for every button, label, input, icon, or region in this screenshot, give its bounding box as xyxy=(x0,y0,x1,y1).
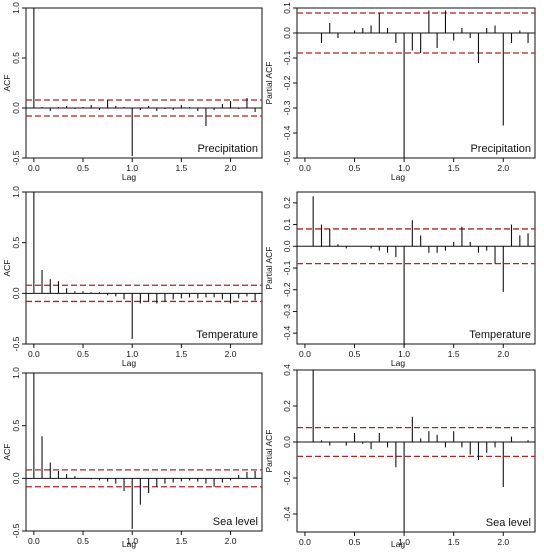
panel-title: Precipitation xyxy=(470,143,531,155)
y-axis-title: Partial ACF xyxy=(264,430,274,473)
x-axis-title: Lag xyxy=(122,539,136,549)
y-tick-label: 0.0 xyxy=(282,436,292,448)
x-tick-label: 0.5 xyxy=(349,349,361,359)
panel-acf-2: 0.0 0.5 1.0 1.5 2.0 -0.5 0.0 0.5 1.0 ACF Lag Temper… xyxy=(2,186,263,368)
y-axis-title: ACF xyxy=(2,444,12,461)
panel-pacf-3: 0.0 0.5 1.0 1.5 2.0 -0.4 -0.3 -0.2 -0.1 0.0 0.1 0.2… xyxy=(264,191,536,368)
x-tick-label: 1.5 xyxy=(448,163,460,173)
y-tick-label: -0.2 xyxy=(282,282,292,297)
x-tick-label: 2.0 xyxy=(225,163,237,173)
y-tick-label: 0.5 xyxy=(11,236,21,248)
x-axis-title: Lag xyxy=(122,358,136,368)
plot-frame xyxy=(296,7,536,159)
y-tick-label: -0.4 xyxy=(282,506,292,521)
y-tick-label: 0.4 xyxy=(282,364,292,376)
panel-title: Sea level xyxy=(486,517,531,529)
y-axis-title: ACF xyxy=(2,75,12,92)
plot-frame xyxy=(25,372,263,532)
y-tick-label: -0.5 xyxy=(11,523,21,538)
x-axis-title: Lag xyxy=(391,358,405,368)
panel-acf-4: 0.0 0.5 1.0 1.5 2.0 -0.5 0.0 0.5 1.0 ACF Lag Sea le… xyxy=(2,367,263,549)
y-tick-label: 0.0 xyxy=(282,27,292,39)
panel-title: Precipitation xyxy=(197,143,258,155)
x-tick-label: 0.5 xyxy=(77,349,89,359)
y-tick-label: 0.2 xyxy=(282,400,292,412)
x-tick-label: 2.0 xyxy=(225,349,237,359)
x-tick-label: 2.0 xyxy=(497,349,509,359)
x-tick-label: 1.0 xyxy=(126,163,138,173)
y-axis-title: Partial ACF xyxy=(264,62,274,105)
y-axis-title: Partial ACF xyxy=(264,247,274,290)
panel-acf-0: 0.0 0.5 1.0 1.5 2.0 -0.5 0.0 0.5 1.0 ACF Lag Precip… xyxy=(2,2,263,182)
x-tick-label: 1.0 xyxy=(398,537,410,547)
y-tick-label: 0.0 xyxy=(11,102,21,114)
y-tick-label: 0.0 xyxy=(11,287,21,299)
x-tick-label: 0.5 xyxy=(77,536,89,546)
x-tick-label: 0.5 xyxy=(77,163,89,173)
x-tick-label: 1.0 xyxy=(398,349,410,359)
y-tick-label: -0.4 xyxy=(282,326,292,341)
y-tick-label: -0.4 xyxy=(282,125,292,140)
x-tick-label: 0.0 xyxy=(299,537,311,547)
y-tick-label: -0.5 xyxy=(282,150,292,165)
x-tick-label: 1.5 xyxy=(175,536,187,546)
x-tick-label: 1.5 xyxy=(448,537,460,547)
y-tick-label: -0.3 xyxy=(282,304,292,319)
x-tick-label: 2.0 xyxy=(497,163,509,173)
y-tick-label: 0.1 xyxy=(282,218,292,230)
y-tick-label: -0.2 xyxy=(282,75,292,90)
x-tick-label: 2.0 xyxy=(225,536,237,546)
y-tick-label: 0.1 xyxy=(282,2,292,14)
x-tick-label: 0.5 xyxy=(349,163,361,173)
y-tick-label: 0.5 xyxy=(11,52,21,64)
x-axis-title: Lag xyxy=(391,539,405,549)
panel-title: Temperature xyxy=(469,329,531,341)
panel-pacf-1: 0.0 0.5 1.0 1.5 2.0 -0.5 -0.4 -0.3 -0.2 -0.1 0.0 0.… xyxy=(264,2,536,182)
x-tick-label: 0.0 xyxy=(299,163,311,173)
y-tick-label: 0.0 xyxy=(11,472,21,484)
plot-frame xyxy=(296,191,536,345)
y-tick-label: 0.2 xyxy=(282,197,292,209)
y-tick-label: -0.5 xyxy=(11,336,21,351)
plot-frame xyxy=(25,7,263,159)
x-tick-label: 0.0 xyxy=(28,163,40,173)
y-tick-label: 0.5 xyxy=(11,419,21,431)
y-tick-label: -0.3 xyxy=(282,100,292,115)
x-tick-label: 1.5 xyxy=(448,349,460,359)
plot-frame xyxy=(296,369,536,533)
x-axis-title: Lag xyxy=(122,172,136,182)
x-tick-label: 0.0 xyxy=(28,536,40,546)
x-axis-title: Lag xyxy=(391,172,405,182)
x-tick-label: 0.0 xyxy=(28,349,40,359)
panel-title: Temperature xyxy=(196,329,258,341)
y-tick-label: 0.0 xyxy=(282,240,292,252)
x-tick-label: 2.0 xyxy=(497,537,509,547)
y-tick-label: -0.1 xyxy=(282,50,292,65)
y-axis-title: ACF xyxy=(2,260,12,277)
x-tick-label: 1.5 xyxy=(175,349,187,359)
plot-frame xyxy=(25,191,263,345)
y-tick-label: -0.5 xyxy=(11,150,21,165)
x-tick-label: 1.0 xyxy=(126,536,138,546)
x-tick-label: 1.5 xyxy=(175,163,187,173)
y-tick-label: -0.1 xyxy=(282,260,292,275)
y-tick-label: 1.0 xyxy=(11,2,21,14)
y-tick-label: 1.0 xyxy=(11,367,21,379)
panel-pacf-5: 0.0 0.5 1.0 1.5 2.0 -0.4 -0.2 0.0 0.2 0.4 Partial … xyxy=(264,364,536,549)
y-tick-label: 1.0 xyxy=(11,186,21,198)
x-tick-label: 1.0 xyxy=(398,163,410,173)
y-tick-label: -0.2 xyxy=(282,470,292,485)
x-tick-label: 0.0 xyxy=(299,349,311,359)
x-tick-label: 1.0 xyxy=(126,349,138,359)
panel-title: Sea level xyxy=(213,516,258,528)
x-tick-label: 0.5 xyxy=(349,537,361,547)
